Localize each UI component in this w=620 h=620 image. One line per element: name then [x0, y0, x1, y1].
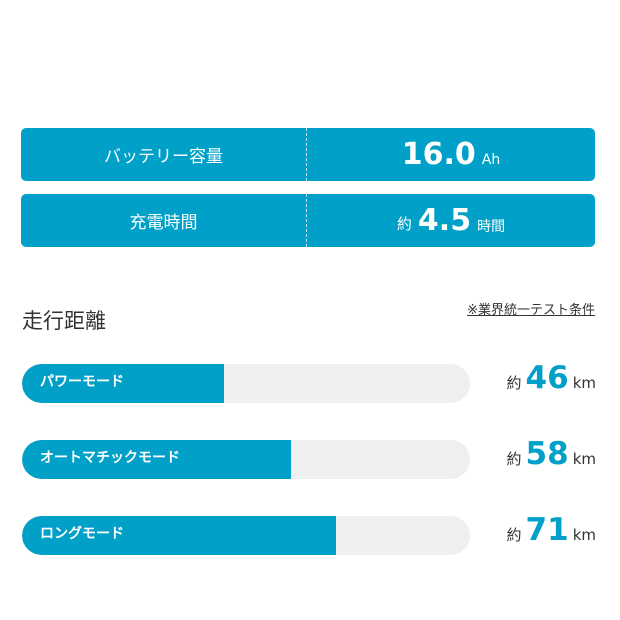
range-bar-fill: [22, 516, 336, 555]
spec-number-battery: 16.0: [401, 137, 476, 172]
range-value-long: 約 71 km: [507, 512, 596, 556]
range-number: 71: [525, 512, 569, 548]
range-unit: km: [572, 526, 596, 544]
range-bar-track: [22, 440, 470, 479]
range-unit: km: [572, 450, 596, 468]
mode-label-automatic: オートマチックモード: [40, 450, 180, 466]
range-number: 46: [525, 360, 569, 396]
range-bar-fill: [22, 364, 224, 403]
test-conditions-note-link[interactable]: ※業界統一テスト条件: [467, 303, 595, 318]
spec-row-charge-time: 充電時間 約 4.5 時間: [21, 194, 595, 247]
spec-unit-battery: Ah: [481, 151, 501, 168]
range-prefix: 約: [506, 450, 522, 468]
range-unit: km: [572, 374, 596, 392]
mode-row-long: ロングモード 約 71 km: [22, 512, 596, 556]
mode-row-automatic: オートマチックモード 約 58 km: [22, 436, 596, 480]
range-value-power: 約 46 km: [507, 360, 596, 404]
range-bar-track: [22, 516, 470, 555]
range-bar-fill: [22, 440, 291, 479]
spec-prefix-charge-time: 約: [396, 215, 412, 233]
range-number: 58: [525, 436, 569, 472]
spec-unit-charge-time: 時間: [477, 218, 506, 235]
spec-label-charge-time: 充電時間: [21, 194, 307, 247]
range-prefix: 約: [506, 374, 522, 392]
range-value-automatic: 約 58 km: [507, 436, 596, 480]
spec-label-battery: バッテリー容量: [21, 128, 307, 181]
spec-number-charge-time: 4.5: [417, 203, 472, 238]
spec-row-battery: バッテリー容量 16.0 Ah: [21, 128, 595, 181]
spec-value-battery: 16.0 Ah: [307, 128, 595, 181]
mode-row-power: パワーモード 約 46 km: [22, 360, 596, 404]
mode-label-long: ロングモード: [40, 526, 124, 542]
mode-label-power: パワーモード: [40, 374, 124, 390]
section-title-range: 走行距離: [22, 309, 106, 333]
range-bar-track: [22, 364, 470, 403]
range-prefix: 約: [506, 526, 522, 544]
spec-value-charge-time: 約 4.5 時間: [307, 194, 595, 247]
